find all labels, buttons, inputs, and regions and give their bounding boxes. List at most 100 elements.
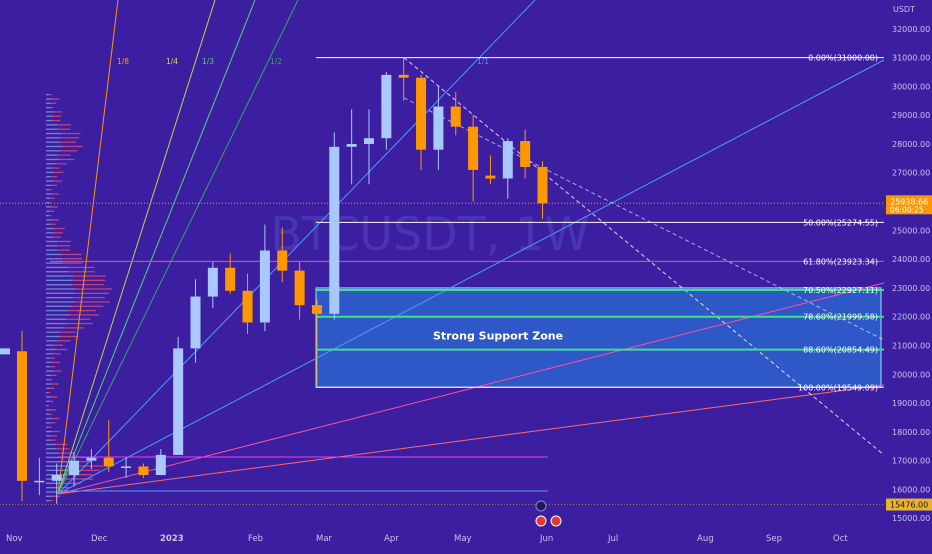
volume-profile-bar [46, 167, 60, 169]
gann-ratio-label: 1/3 [202, 57, 214, 66]
volume-profile-bar [46, 279, 73, 282]
volume-profile-bar [46, 167, 52, 169]
volume-profile-bar [46, 193, 59, 195]
volume-profile-bar [46, 214, 49, 217]
candle-body [364, 138, 374, 144]
volume-profile-bar [46, 482, 62, 484]
volume-profile-bar [46, 301, 110, 303]
volume-profile-bar [46, 487, 57, 489]
candle-body [468, 126, 479, 170]
time-tick-label: Jul [607, 534, 618, 544]
volume-profile-bar [46, 232, 54, 234]
time-axis[interactable]: Nov Dec 2023 Feb Mar Apr May Jun Jul Aug Sep Oct [6, 534, 848, 544]
volume-profile-bar [46, 106, 50, 109]
volume-profile-bar [46, 262, 63, 264]
volume-profile-bar [46, 184, 51, 187]
volume-profile-bar [46, 124, 58, 126]
volume-profile-bar [46, 240, 58, 243]
candle-body [155, 454, 166, 476]
event-lightning-icon[interactable] [535, 500, 547, 512]
candle-body [450, 106, 461, 127]
gann-ratio-label: 1/2 [270, 57, 282, 66]
volume-profile-bar [46, 348, 68, 351]
event-markers[interactable] [535, 500, 562, 527]
volume-profile-bar [46, 314, 99, 316]
gann-fan-line [57, 0, 216, 495]
volume-profile-bar [46, 171, 54, 174]
volume-profile-bar [46, 275, 73, 277]
volume-profile-bar [46, 413, 53, 415]
current-price-value: 25938.66 [890, 197, 928, 206]
volume-profile-bar [46, 249, 57, 251]
volume-profile-bar [46, 292, 109, 294]
volume-profile-bar [46, 331, 76, 333]
time-tick-label: Jun [539, 534, 553, 544]
volume-profile-bar [46, 461, 67, 463]
volume-profile-bar [46, 253, 82, 256]
volume-profile-bar [46, 456, 66, 459]
volume-profile-bar [46, 417, 60, 420]
volume-profile-bar [46, 111, 63, 113]
volume-profile-bar [46, 210, 50, 212]
volume-profile-bar [46, 422, 56, 424]
price-tick-label: 32000.00 [892, 25, 930, 34]
price-axis[interactable]: USDT 32000.00 31000.00 30000.00 29000.00 280… [886, 5, 932, 523]
price-tick-label: 25000.00 [892, 226, 930, 235]
volume-profile-bar [46, 461, 92, 463]
volume-profile-bar [46, 197, 50, 199]
volume-profile-bar [46, 137, 61, 139]
volume-profile-bar [46, 184, 57, 187]
volume-profile-bar [46, 322, 93, 325]
volume-profile-bar [46, 223, 51, 225]
volume-profile-bar [46, 132, 81, 135]
candle-body [51, 475, 62, 481]
economic-event-flag-icon[interactable] [550, 515, 562, 527]
volume-profile-bar [46, 240, 72, 243]
volume-profile-bar [46, 370, 53, 372]
fib-level-label: 61.80%(23923.34) [803, 257, 878, 266]
volume-profile-bar [46, 145, 63, 148]
volume-profile-bar [46, 318, 66, 320]
volume-profile-bar [46, 469, 71, 472]
volume-profile-bar [46, 374, 57, 377]
price-tick-label: 23000.00 [892, 284, 930, 293]
candle-body [121, 466, 132, 468]
volume-profile-bar [46, 353, 53, 355]
volume-profile-bar [46, 426, 52, 428]
candle-body [207, 267, 218, 297]
volume-profile-bar [46, 374, 51, 377]
volume-profile-bar [46, 340, 71, 342]
volume-profile-bar [46, 262, 83, 264]
fib-level-label: 70.50%(22927.11) [803, 286, 878, 295]
gann-fan-line [57, 282, 885, 495]
trend-lines [0, 57, 885, 506]
gann-ratio-label: 1/4 [166, 57, 178, 66]
volume-profile-bar [46, 435, 58, 437]
fib-level-label: 0.00%(31000.00) [808, 54, 878, 63]
fib-level-label: 78.60%(21999.58) [803, 313, 878, 322]
volume-profile-bar [46, 383, 59, 385]
volume-profile-bar [46, 245, 57, 247]
volume-profile-bar [46, 491, 57, 493]
volume-profile-bar [46, 409, 57, 411]
volume-profile-bar [46, 206, 52, 208]
candle-body [190, 296, 201, 349]
volume-profile-bar [46, 499, 50, 502]
volume-profile-bar [46, 296, 73, 299]
volume-profile-bar [46, 348, 56, 351]
volume-profile-bar [46, 115, 53, 117]
candle-body [398, 74, 409, 78]
volume-profile-bar [46, 284, 104, 286]
volume-profile-bar [46, 219, 60, 221]
candle-body [520, 141, 531, 167]
candle-body [173, 348, 184, 455]
volume-profile-bar [46, 499, 53, 502]
countdown-timer: 06:00:25 [890, 205, 924, 214]
economic-event-flag-icon[interactable] [535, 515, 547, 527]
volume-profile-bar [46, 417, 52, 420]
candle-body [416, 77, 427, 150]
support-zone-rect [315, 287, 882, 388]
volume-profile-bar [46, 145, 83, 148]
